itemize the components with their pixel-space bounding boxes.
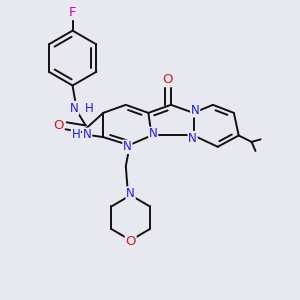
Text: N: N (126, 187, 135, 200)
Text: F: F (69, 6, 76, 20)
Text: N: N (70, 102, 79, 115)
Text: H: H (85, 102, 94, 115)
Text: N: N (191, 104, 200, 117)
Text: N: N (83, 128, 92, 141)
Text: N: N (123, 140, 132, 153)
Text: H: H (71, 128, 80, 141)
Text: O: O (53, 119, 63, 132)
Text: N: N (149, 128, 158, 140)
Text: N: N (188, 132, 197, 145)
Text: O: O (163, 74, 173, 86)
Text: O: O (125, 236, 136, 248)
